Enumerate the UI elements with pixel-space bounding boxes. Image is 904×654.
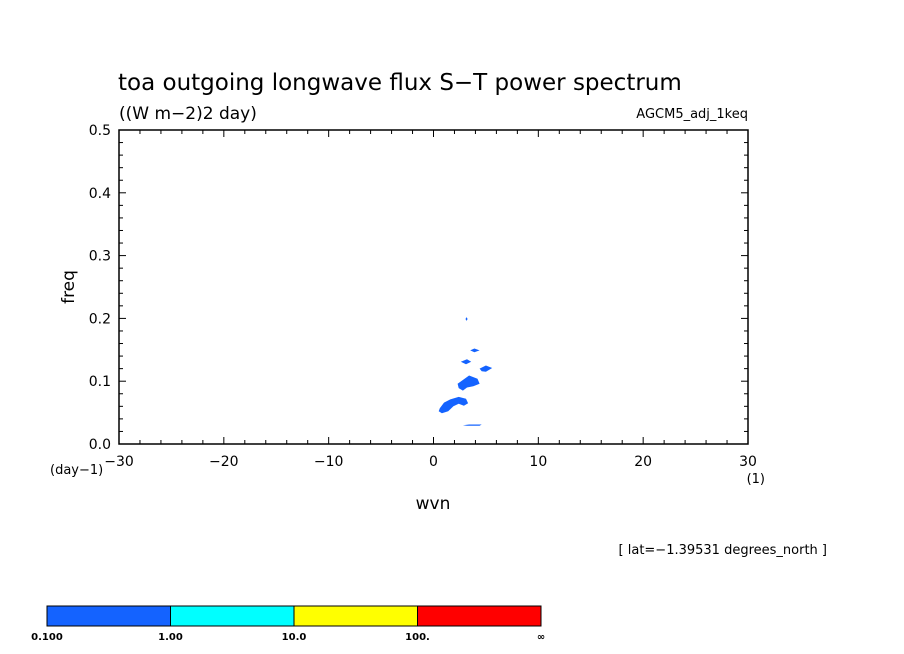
axis-ticks <box>118 129 749 445</box>
colorbar-label: 10.0 <box>282 632 307 643</box>
y-tick-label: 0.5 <box>89 123 111 139</box>
colorbar-label: 0.100 <box>31 632 63 643</box>
colorbar-label: 1.00 <box>158 632 183 643</box>
shaded-region-1 <box>457 375 480 391</box>
y-tick-label: 0.2 <box>89 311 111 327</box>
y-tick-label: 0.0 <box>89 437 111 453</box>
y-tick-label: 0.4 <box>89 186 111 202</box>
x-axis-label: wvn <box>416 494 451 514</box>
axis-tick-labels: −30 −20 −10 0 10 20 30 0.0 0.1 0.2 0.3 0.4 0.5 <box>89 123 757 470</box>
chart-title: toa outgoing longwave flux S−T power spe… <box>118 70 682 96</box>
x-tick-label: −10 <box>314 454 344 470</box>
colorbar-swatch <box>293 605 418 627</box>
y-tick-label: 0.1 <box>89 374 111 390</box>
plot-frame <box>118 129 749 445</box>
y-axis-label: freq <box>59 270 79 304</box>
colorbar-swatch <box>417 605 542 627</box>
colorbar: 0.100 1.00 10.0 100. ∞ <box>31 605 545 643</box>
colorbar-swatch <box>46 605 171 627</box>
x-tick-label: −20 <box>209 454 239 470</box>
latitude-footnote: [ lat=−1.39531 degrees_north ] <box>619 543 827 558</box>
y-tick-label: 0.3 <box>89 249 111 265</box>
x-unit-label: (1) <box>747 472 765 487</box>
experiment-label: AGCM5_adj_1keq <box>636 107 748 122</box>
colorbar-swatch <box>170 605 295 627</box>
shaded-region-4 <box>470 348 480 353</box>
x-tick-label: 10 <box>529 454 547 470</box>
shaded-region-0 <box>438 396 469 414</box>
shaded-regions <box>438 317 493 426</box>
x-tick-label: 30 <box>739 454 757 470</box>
units-label: ((W m−2)2 day) <box>119 104 257 124</box>
x-tick-label: 0 <box>429 454 438 470</box>
colorbar-label: ∞ <box>537 632 545 643</box>
x-tick-label: 20 <box>634 454 652 470</box>
shaded-region-2 <box>479 365 493 372</box>
shaded-region-6 <box>465 317 468 321</box>
x-tick-label: −30 <box>104 454 134 470</box>
shaded-region-5 <box>462 424 482 426</box>
colorbar-label: 100. <box>405 632 430 643</box>
y-unit-label: (day−1) <box>50 463 103 478</box>
shaded-region-3 <box>460 359 472 365</box>
